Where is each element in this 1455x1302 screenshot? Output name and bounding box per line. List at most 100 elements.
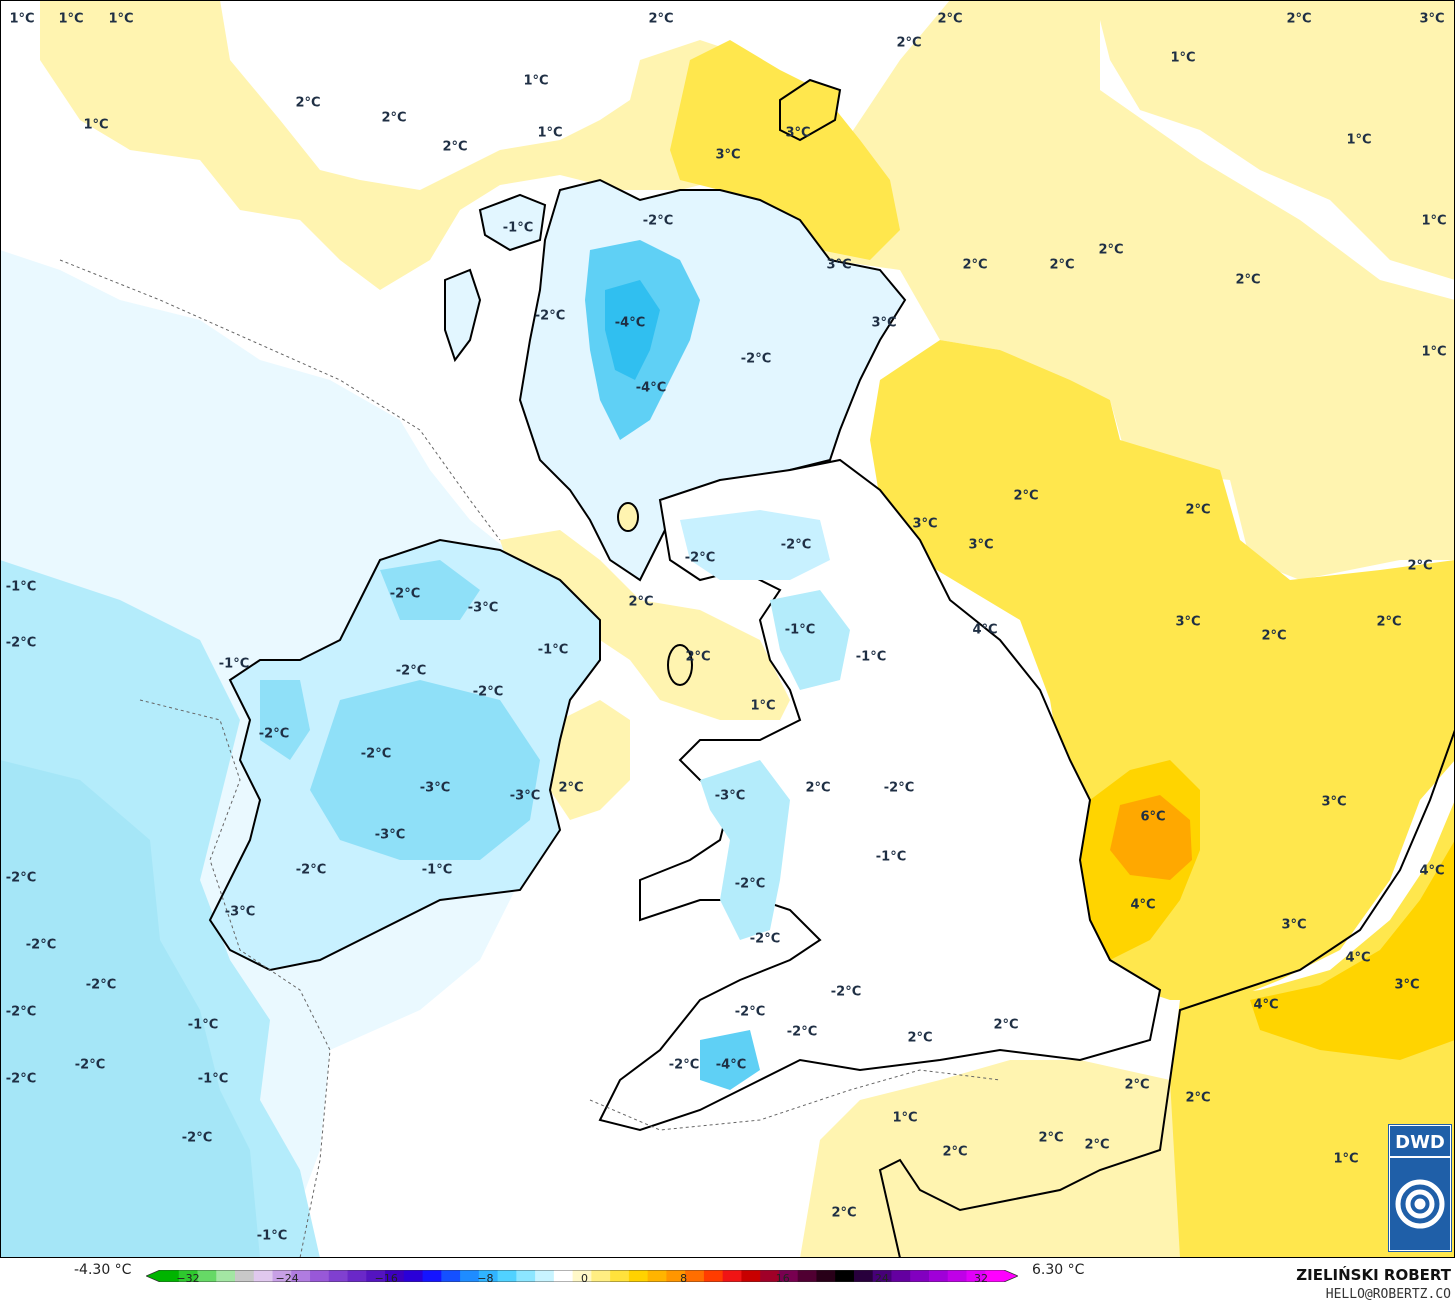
- legend-max-label: 6.30 °C: [1032, 1262, 1085, 1278]
- legend-min-label: -4.30 °C: [74, 1262, 132, 1278]
- scale-swatch: [253, 1270, 274, 1282]
- scale-swatch: [666, 1270, 686, 1282]
- scale-swatch: [610, 1270, 630, 1282]
- temperature-label: 2°C: [1407, 558, 1433, 574]
- scale-swatch: [703, 1270, 724, 1282]
- temperature-label: 4°C: [1419, 863, 1445, 879]
- scale-swatch: [478, 1270, 499, 1282]
- scale-swatch: [647, 1270, 667, 1282]
- scale-tick-label: −32: [176, 1272, 200, 1285]
- scale-swatch: [178, 1270, 199, 1282]
- land-lewis: [478, 193, 547, 252]
- temperature-label: -3°C: [419, 780, 451, 796]
- warm-zone-northwest: [40, 0, 780, 290]
- temperature-label: -3°C: [224, 904, 256, 920]
- scale-swatch: [947, 1270, 967, 1282]
- scale-swatch: [347, 1270, 367, 1282]
- temperature-label: 2°C: [648, 11, 674, 27]
- temperature-label: 3°C: [1281, 917, 1307, 933]
- temperature-label: 2°C: [1038, 1130, 1064, 1146]
- temperature-label: -2°C: [740, 351, 772, 367]
- temperature-label: 2°C: [1185, 1090, 1211, 1106]
- scale-swatch: [366, 1270, 386, 1282]
- temperature-label: -2°C: [5, 870, 37, 886]
- cold-zone-wales: [700, 760, 790, 940]
- temperature-label: -2°C: [74, 1057, 106, 1073]
- cold-zone-ireland-west: [260, 680, 310, 760]
- temperature-label: -3°C: [374, 827, 406, 843]
- temperature-label: 2°C: [1098, 242, 1124, 258]
- warm-zone-channel: [800, 1060, 1180, 1258]
- temperature-label: 3°C: [871, 315, 897, 331]
- temperature-label: 4°C: [1253, 997, 1279, 1013]
- temperature-label: -2°C: [472, 684, 504, 700]
- temperature-label: 3°C: [968, 537, 994, 553]
- scale-swatch: [591, 1270, 611, 1282]
- temperature-label: -2°C: [830, 984, 862, 1000]
- scale-swatch: [816, 1270, 836, 1282]
- temperature-label: 2°C: [628, 594, 654, 610]
- temperature-label: 2°C: [1185, 502, 1211, 518]
- temperature-label: -1°C: [537, 642, 569, 658]
- temperature-label: -2°C: [5, 635, 37, 651]
- temperature-label: 2°C: [295, 95, 321, 111]
- contour-atlantic: [139, 699, 331, 1258]
- temperature-label: 2°C: [1049, 257, 1075, 273]
- cold-zone-ireland-north: [380, 560, 480, 620]
- temperature-label: -1°C: [218, 656, 250, 672]
- scale-swatch: [722, 1270, 742, 1282]
- temperature-label: -1°C: [784, 622, 816, 638]
- scale-tick-label: 16: [775, 1272, 790, 1285]
- temperature-label: 1°C: [1333, 1151, 1359, 1167]
- temperature-label: -2°C: [883, 780, 915, 796]
- temperature-label: -2°C: [181, 1130, 213, 1146]
- temperature-label: -4°C: [715, 1057, 747, 1073]
- temperature-label: 2°C: [937, 11, 963, 27]
- temperature-label: 2°C: [805, 780, 831, 796]
- temperature-label: 3°C: [1321, 794, 1347, 810]
- temperature-label: -1°C: [875, 849, 907, 865]
- scale-swatch: [553, 1270, 574, 1282]
- land-outer-hebrides: [444, 268, 482, 363]
- temperature-label: 6°C: [1140, 809, 1166, 825]
- scale-swatch: [966, 1270, 986, 1282]
- scale-swatch: [422, 1270, 442, 1282]
- scale-swatch: [460, 1270, 480, 1282]
- scale-swatch: [328, 1270, 349, 1282]
- temperature-label: 1°C: [58, 11, 84, 27]
- temperature-label: 2°C: [962, 257, 988, 273]
- temperature-label: 2°C: [442, 139, 468, 155]
- scale-swatch: [216, 1270, 236, 1282]
- warm-zone-irish-sea: [500, 530, 790, 720]
- temperature-label: 1°C: [1421, 213, 1447, 229]
- temperature-label: 2°C: [1013, 488, 1039, 504]
- temperature-label: -2°C: [360, 746, 392, 762]
- temperature-label: -2°C: [734, 1004, 766, 1020]
- temperature-label: -2°C: [749, 931, 781, 947]
- temperature-label: -2°C: [258, 726, 290, 742]
- temperature-label: 3°C: [1394, 977, 1420, 993]
- scale-left-arrow: [146, 1270, 160, 1282]
- temperature-label: -2°C: [534, 308, 566, 324]
- temperature-label: 3°C: [785, 125, 811, 141]
- scale-swatch: [685, 1270, 705, 1282]
- temperature-label: 2°C: [907, 1030, 933, 1046]
- scale-swatch: [741, 1270, 761, 1282]
- scale-swatch: [310, 1270, 330, 1282]
- temperature-label: 2°C: [831, 1205, 857, 1221]
- dwd-logo: DWD: [1388, 1124, 1452, 1252]
- land-isle-of-man: [667, 644, 693, 686]
- temperature-label: -2°C: [85, 977, 117, 993]
- land-orkney: [779, 78, 842, 142]
- temperature-label: 2°C: [896, 35, 922, 51]
- scale-right-arrow: [1004, 1270, 1018, 1282]
- temperature-label: -1°C: [197, 1071, 229, 1087]
- temperature-label: 3°C: [1175, 614, 1201, 630]
- scale-swatch: [572, 1270, 592, 1282]
- author-email[interactable]: HELLO@ROBERTZ.CO: [1325, 1287, 1451, 1302]
- temperature-label: -3°C: [509, 788, 541, 804]
- scale-swatch: [891, 1270, 911, 1282]
- temperature-label: 2°C: [1261, 628, 1287, 644]
- warm-zone-north-atlantic: [220, 0, 1455, 280]
- warm-zone-northsea-central: [870, 340, 1455, 1000]
